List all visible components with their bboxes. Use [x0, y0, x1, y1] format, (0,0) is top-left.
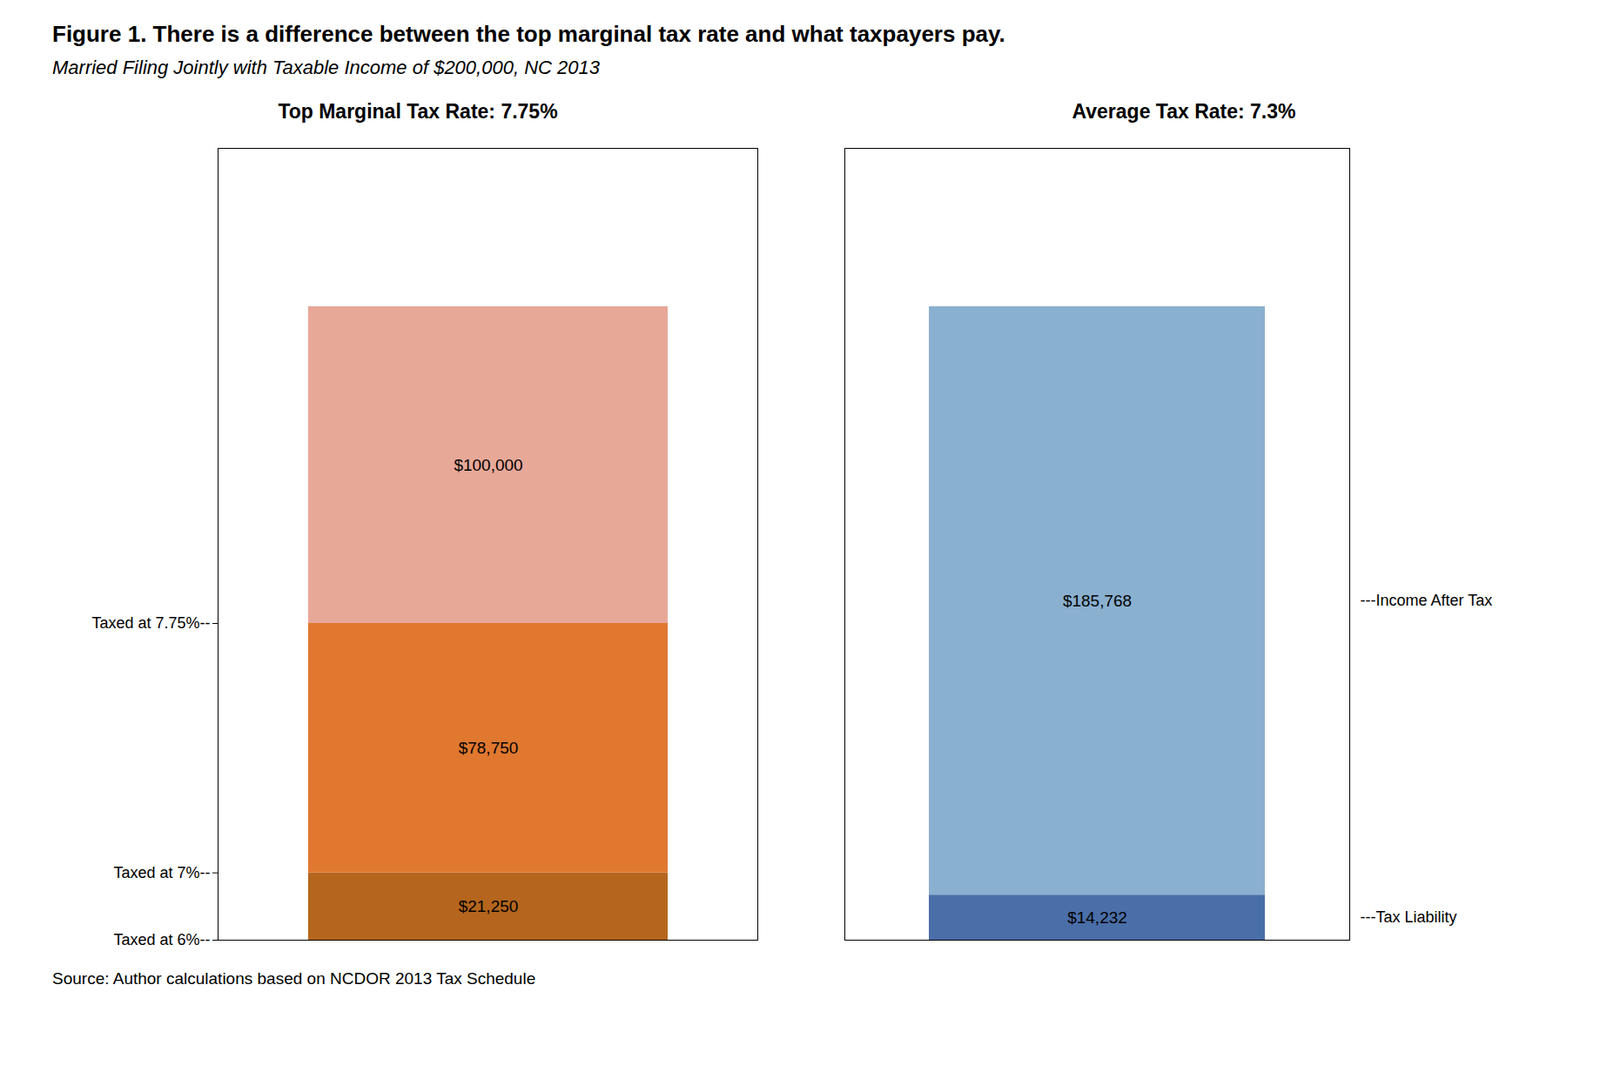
html-text:Figure 1. There is a differenc: Figure 1. There is a difference between … — [52, 20, 1006, 48]
svg-text:Taxed at 7%--: Taxed at 7%-- — [113, 864, 210, 882]
svg-text:Taxed at 7.75%--: Taxed at 7.75%-- — [91, 614, 210, 632]
svg-text:$185,768: $185,768 — [1062, 591, 1132, 611]
html-text:Top Marginal Tax Rate: 7.75%: Top Marginal Tax Rate: 7.75% — [278, 100, 558, 123]
svg-text:$21,250: $21,250 — [458, 897, 519, 916]
svg-text:$78,750: $78,750 — [458, 739, 519, 758]
svg-text:$14,232: $14,232 — [1067, 908, 1128, 928]
html-text:Married Filing Jointly with Ta: Married Filing Jointly with Taxable Inco… — [52, 56, 600, 79]
html-text:Source: Author calculations ba: Source: Author calculations based on NCD… — [52, 969, 536, 989]
svg-text:$100,000: $100,000 — [453, 456, 523, 475]
html-text:Average Tax Rate: 7.3%: Average Tax Rate: 7.3% — [1072, 100, 1296, 123]
svg-text:---Income After Tax: ---Income After Tax — [1360, 591, 1493, 610]
svg-text:---Tax Liability: ---Tax Liability — [1360, 908, 1458, 927]
svg-text:Taxed at 6%--: Taxed at 6%-- — [113, 931, 210, 949]
